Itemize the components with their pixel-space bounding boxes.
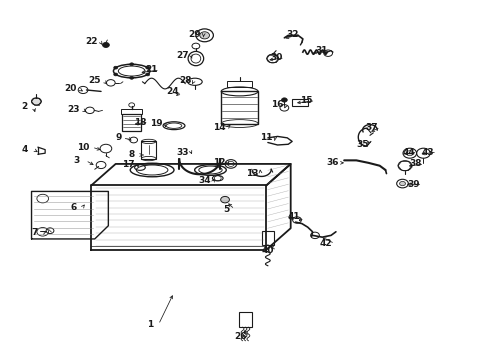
Text: 6: 6 [70,203,76,212]
Text: 1: 1 [146,320,152,329]
Circle shape [114,66,118,69]
Text: 34: 34 [198,176,210,185]
Bar [291,99,307,106]
Text: 8: 8 [128,150,135,159]
Text: 32: 32 [285,30,298,39]
Circle shape [129,76,133,79]
Bar [122,113,141,131]
Circle shape [200,32,209,39]
Text: 26: 26 [234,332,246,341]
Text: 38: 38 [408,159,421,168]
Circle shape [399,181,405,186]
Circle shape [145,66,149,69]
Text: 22: 22 [85,37,98,46]
Text: 25: 25 [88,76,101,85]
Bar [261,231,273,245]
Text: 28: 28 [179,76,191,85]
Text: 36: 36 [326,158,339,167]
Text: 2: 2 [21,102,28,111]
Text: 29: 29 [188,30,201,39]
Text: 30: 30 [269,53,282,62]
Bar [121,109,142,113]
Text: 19: 19 [149,119,162,128]
Text: 9: 9 [116,133,122,142]
Text: 43: 43 [421,148,434,157]
Text: 42: 42 [319,239,332,248]
Text: 13: 13 [245,169,258,178]
Text: 23: 23 [67,105,80,114]
Circle shape [114,73,118,76]
Text: 40: 40 [261,246,274,255]
Circle shape [102,42,109,48]
Bar [221,91,258,123]
Circle shape [281,98,287,102]
Circle shape [220,197,229,203]
Text: 44: 44 [402,148,414,157]
Text: 35: 35 [355,140,367,149]
Text: 5: 5 [223,205,229,214]
Circle shape [129,63,133,66]
Text: 31: 31 [314,46,327,55]
Circle shape [31,98,41,105]
Text: 15: 15 [300,96,312,105]
Text: 33: 33 [176,148,188,157]
Text: 12: 12 [213,158,225,167]
Text: 17: 17 [122,161,135,170]
Text: 21: 21 [144,66,157,75]
Bar [227,81,251,87]
Text: 37: 37 [365,123,377,132]
Text: 27: 27 [176,51,188,60]
Text: 11: 11 [260,133,272,142]
Text: 39: 39 [407,180,419,189]
Text: 14: 14 [212,123,225,132]
Text: 24: 24 [166,87,179,96]
Text: 7: 7 [31,228,38,237]
Bar [238,312,252,327]
Text: 20: 20 [64,84,77,93]
Circle shape [145,73,149,76]
Text: 41: 41 [287,212,300,221]
Text: 3: 3 [74,156,80,165]
Text: 4: 4 [21,145,28,154]
Text: 18: 18 [133,118,146,127]
Bar [141,141,156,158]
Text: 16: 16 [271,100,283,109]
Text: 10: 10 [77,143,89,152]
